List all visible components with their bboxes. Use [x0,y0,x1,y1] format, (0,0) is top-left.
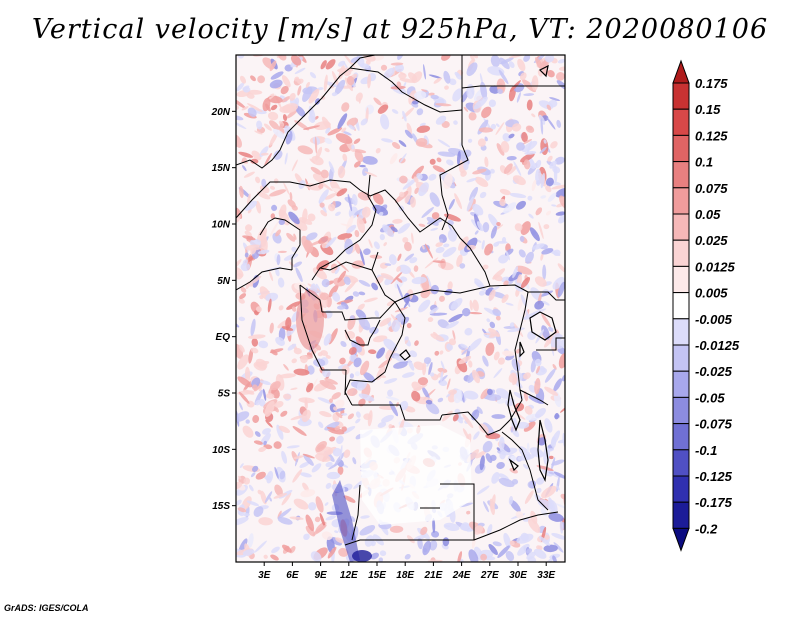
lat-tick-label: 5N [217,276,231,287]
lat-tick-label: 10S [212,445,230,456]
colorbar-label: -0.025 [695,364,733,379]
chart-title: Vertical velocity [m/s] at 925hPa, VT: 2… [31,14,769,45]
colorbar-label: -0.125 [695,469,733,484]
colorbar-segment [672,475,690,503]
lat-tick-label: 15S [212,501,230,512]
colorbar-label: -0.05 [695,390,725,405]
lon-tick-label: 27E [480,570,499,581]
colorbar-label: 0.025 [695,233,728,248]
colorbar-label: 0.175 [695,76,728,91]
colorbar-segment [672,423,690,451]
colorbar-segment [672,344,690,372]
colorbar-label: 0.005 [695,286,728,301]
colorbar-segment [672,449,690,477]
vertical-velocity-field [236,55,565,562]
colorbar-label: 0.15 [695,102,721,117]
colorbar-segment [672,187,690,215]
lat-tick-label: EQ [216,332,231,343]
colorbar-segment [672,82,690,110]
colorbar-label: -0.175 [695,495,733,510]
colorbar-label: 0.075 [695,181,728,196]
lon-tick-label: 9E [314,570,327,581]
lon-tick-label: 18E [396,570,414,581]
colorbar-segment [672,370,690,398]
colorbar-segment [672,108,690,136]
longitude-axis: 3E 6E 9E 12E 15E 18E 21E 24E 27E 30E 33E [258,562,555,581]
colorbar-segment [672,292,690,320]
lat-tick-label: 5S [218,389,231,400]
colorbar-max-arrow [672,59,690,84]
colorbar-label: -0.005 [695,312,733,327]
lat-tick-label: 20N [211,107,231,118]
lon-tick-label: 15E [368,570,386,581]
colorbar-label: -0.2 [695,521,718,536]
colorbar-segment [672,161,690,189]
latitude-axis: 20N 15N 10N 5N EQ 5S 10S 15S [211,107,236,512]
colorbar-label: -0.075 [695,417,733,432]
lon-tick-label: 3E [258,570,271,581]
lon-tick-label: 30E [509,570,527,581]
lon-tick-label: 21E [424,570,443,581]
colorbar-segment [672,239,690,267]
lon-tick-label: 33E [537,570,555,581]
colorbar-label: -0.1 [695,443,717,458]
colorbar-segment [672,501,690,529]
lon-tick-label: 12E [340,570,358,581]
lakes [399,64,557,482]
colorbar-segment [672,318,690,346]
lat-tick-label: 10N [212,220,231,231]
lat-tick-label: 15N [212,163,231,174]
colorbar-label: 0.05 [695,207,721,222]
lon-tick-label: 6E [286,570,299,581]
colorbar: 0.175 0.15 0.125 0.1 0.075 0.05 0.025 0.0125 0.0… [672,59,740,552]
map-panel [235,54,566,563]
colorbar-label: 0.0125 [695,259,736,274]
software-credit: GrADS: IGES/COLA [4,603,89,613]
colorbar-label: 0.1 [695,155,713,170]
colorbar-min-arrow [672,527,690,552]
colorbar-segment [672,396,690,425]
colorbar-segment [672,213,690,241]
country-borders [236,55,565,546]
colorbar-label: 0.125 [695,128,728,143]
colorbar-segment [672,265,690,294]
colorbar-label: -0.0125 [695,338,740,353]
colorbar-segment [672,134,690,163]
lon-tick-label: 24E [452,570,471,581]
map-frame [235,54,566,563]
